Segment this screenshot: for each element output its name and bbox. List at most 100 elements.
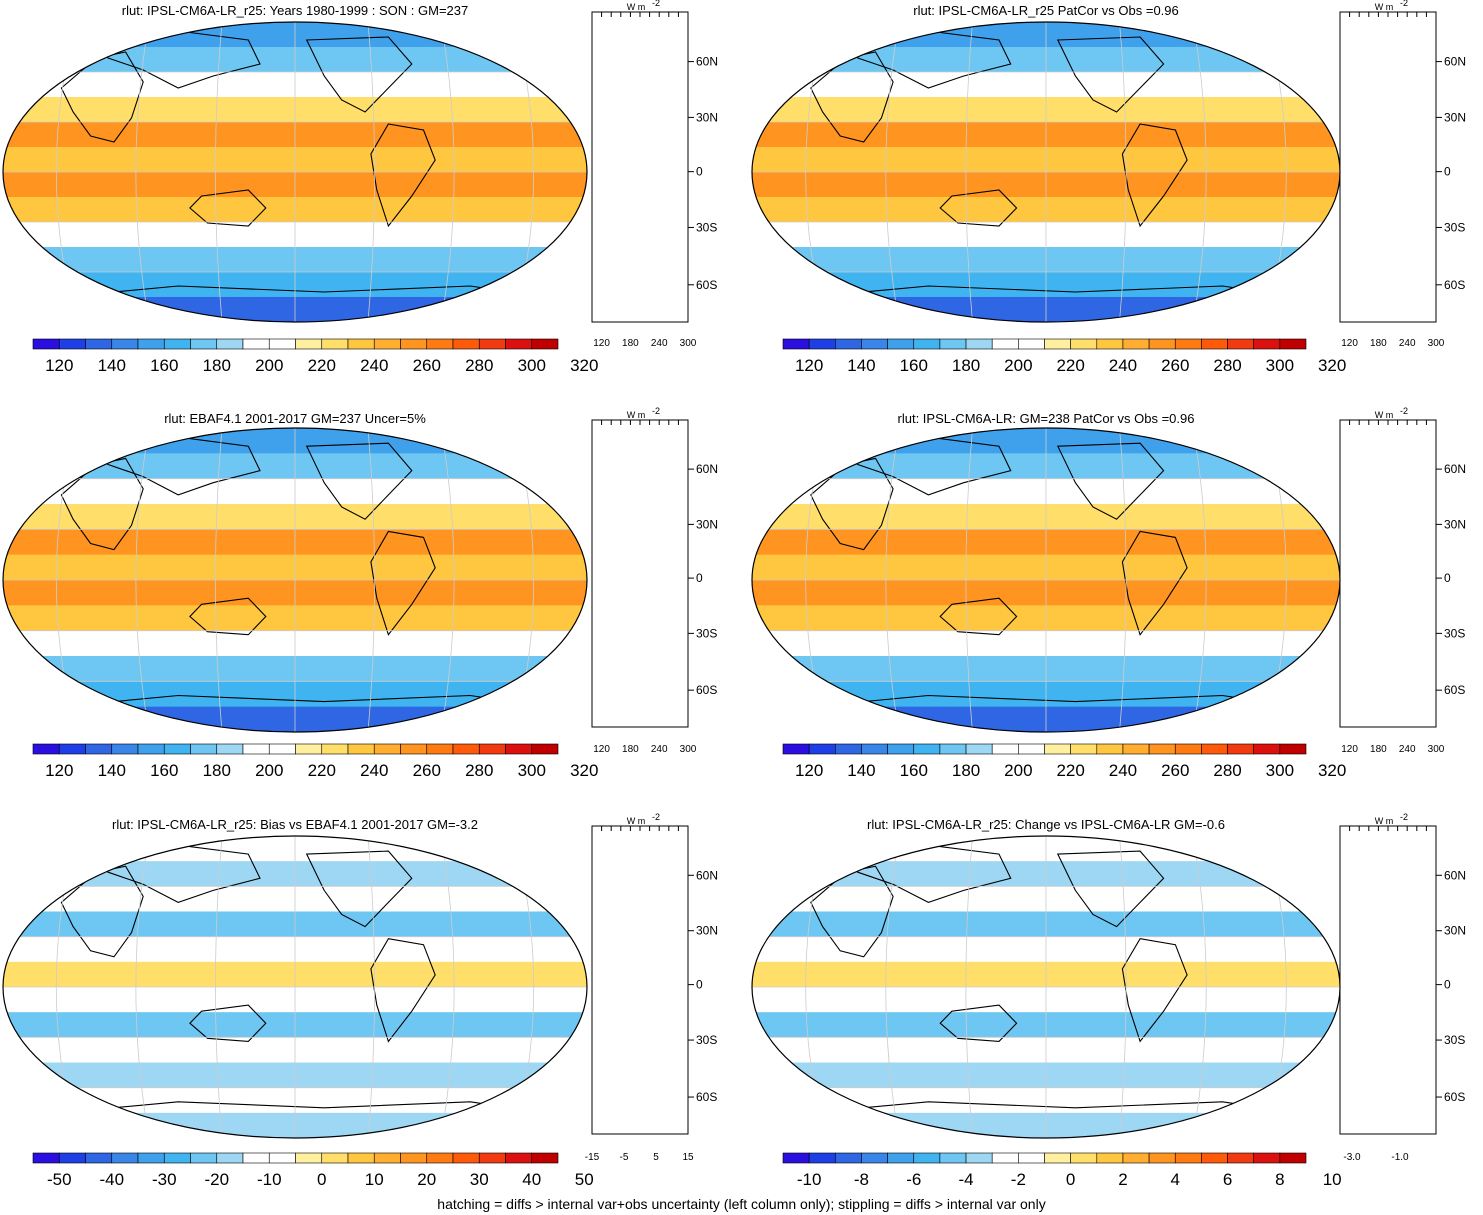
colorbar-swatch [1253, 1152, 1281, 1164]
colorbar: 120 140 160 180 200 220 240 260 280 300 320 [32, 743, 598, 780]
colorbar-swatch [163, 743, 191, 755]
colorbar-tick-label: -6 [906, 1170, 921, 1189]
colorbar-tick-label: 160 [900, 356, 928, 375]
colorbar-swatch [32, 1152, 60, 1164]
colorbar-swatch [861, 1152, 888, 1164]
profile-x-label: 180 [1370, 744, 1387, 755]
colorbar-swatch [400, 338, 428, 350]
colorbar-swatch [531, 338, 559, 350]
profile-lat-label: 60N [1444, 55, 1466, 69]
coastline [305, 850, 413, 928]
colorbar-swatch [373, 743, 401, 755]
colorbar-tick-label: 200 [1004, 761, 1032, 780]
colorbar-swatch [1174, 743, 1202, 755]
colorbar-swatch [808, 338, 836, 350]
colorbar-swatch [347, 743, 375, 755]
colorbar-swatch [426, 743, 454, 755]
coastline [370, 938, 436, 1043]
colorbar-swatch [242, 1152, 270, 1164]
graticule-lon [885, 836, 900, 1138]
graticule-lon [215, 22, 223, 322]
graticule-lon [440, 428, 455, 732]
profile-lat-label: 60S [1444, 278, 1465, 292]
colorbar-swatch [1148, 743, 1176, 755]
profile-lat-label: 30N [696, 517, 718, 531]
profile-units: W m [1375, 2, 1394, 12]
colorbar-tick-label: 180 [952, 761, 980, 780]
colorbar-swatch [295, 338, 323, 350]
colorbar-tick-label: 180 [203, 356, 231, 375]
colorbar-tick-label: 120 [45, 761, 73, 780]
coastline [370, 530, 436, 636]
profile-lat-label: 60S [1444, 683, 1465, 697]
profile-lat-label: 30S [696, 1033, 717, 1047]
graticule-lon [1119, 836, 1127, 1138]
colorbar-swatch [452, 1152, 480, 1164]
colorbar-tick-label: 40 [522, 1170, 541, 1189]
colorbar-tick-label: 220 [1056, 761, 1084, 780]
graticule-lon [965, 22, 973, 322]
colorbar-swatch [1148, 338, 1176, 350]
profile-frame [591, 419, 689, 728]
colorbar-tick-label: 180 [952, 356, 980, 375]
colorbar-swatch [268, 1152, 296, 1164]
graticule-lon [1119, 428, 1127, 732]
profile-lat-label: 30N [696, 924, 718, 938]
colorbar-tick-label: -30 [152, 1170, 177, 1189]
map-panel [751, 835, 1341, 1139]
colorbar-swatch [111, 743, 139, 755]
colorbar-tick-label: 220 [308, 761, 336, 780]
graticule-lon [1119, 22, 1127, 322]
coastline [832, 844, 1012, 903]
profile-x-label: 120 [593, 744, 610, 755]
colorbar-swatch [452, 743, 480, 755]
profile-x-label: -5 [620, 1152, 629, 1163]
profile-lat-label: 30N [1444, 517, 1466, 531]
colorbar-swatch [913, 743, 941, 755]
colorbar-swatch [1018, 338, 1045, 350]
colorbar-swatch [782, 743, 810, 755]
colorbar-swatch [321, 338, 349, 350]
colorbar-tick-label: 0 [1066, 1170, 1075, 1189]
graticule-lon [440, 836, 455, 1138]
profile-lat-label: 0 [1444, 978, 1451, 992]
profile-lat-label: 60S [696, 1090, 717, 1104]
colorbar-swatch [58, 338, 86, 350]
colorbar-swatch [295, 1152, 323, 1164]
profile-units-exponent: -2 [652, 812, 660, 822]
profile-lat-label: 60N [696, 868, 718, 882]
profile-lat-label: 30N [696, 110, 718, 124]
colorbar-tick-label: 120 [45, 356, 73, 375]
map-border [2, 21, 588, 323]
profile-lat-label: 60S [1444, 1090, 1465, 1104]
profile-units: W m [627, 816, 646, 826]
profile-frame [591, 825, 689, 1135]
coastline [1121, 530, 1188, 636]
profile-x-label: 300 [680, 744, 697, 755]
profile-lat-label: 0 [696, 571, 703, 585]
colorbar-swatch [1096, 1152, 1124, 1164]
profile-lat-label: 60S [696, 683, 717, 697]
colorbar-tick-label: -10 [797, 1170, 822, 1189]
profile-lat-label: 30S [1444, 626, 1465, 640]
colorbar-swatch [939, 338, 967, 350]
colorbar-swatch [347, 338, 375, 350]
profile-frame [591, 11, 689, 323]
colorbar-tick-label: 160 [150, 356, 178, 375]
profile-x-label: 240 [1399, 744, 1416, 755]
colorbar-swatch [1018, 743, 1045, 755]
colorbar: 120 140 160 180 200 220 240 260 280 300 320 [32, 338, 598, 375]
profile-units: W m [1375, 410, 1394, 420]
graticule-lon [885, 22, 900, 322]
colorbar-swatch [505, 1152, 533, 1164]
coastline [939, 597, 1018, 636]
colorbar-tick-label: 160 [150, 761, 178, 780]
colorbar-swatch [1122, 1152, 1150, 1164]
zonal-profile: W m -2 60N 30N 0 30S 60S -15 -5 5 15 [585, 812, 718, 1163]
colorbar-swatch [913, 338, 941, 350]
colorbar-swatch [991, 743, 1019, 755]
profile-lat-label: 0 [1444, 165, 1451, 179]
colorbar-swatch [1070, 338, 1098, 350]
colorbar-tick-label: 10 [365, 1170, 384, 1189]
colorbar-tick-label: 300 [518, 761, 546, 780]
